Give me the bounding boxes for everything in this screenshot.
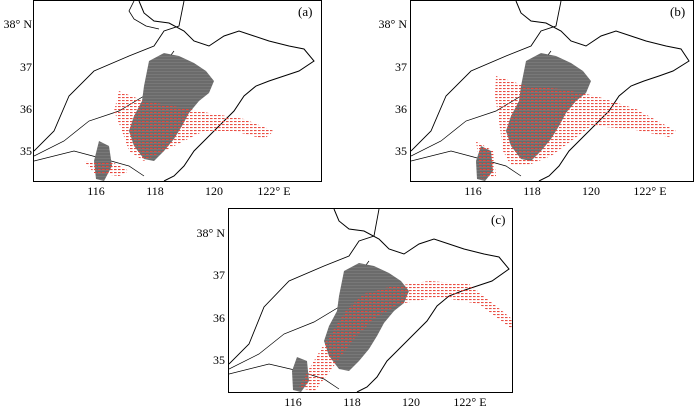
pollution-area (495, 76, 676, 166)
xtick-118: 118 (523, 184, 541, 198)
map-a (34, 1, 315, 181)
ytick-37: 37 (213, 268, 225, 282)
panel-a: (a) 38° N 37 36 35 116 118 120 122° E (0, 0, 330, 198)
ytick-36: 36 (20, 102, 32, 116)
ytick-36: 36 (213, 311, 225, 325)
coastline-north (128, 1, 160, 30)
panel-label-a: (a) (298, 4, 313, 19)
xtick-120: 120 (205, 184, 223, 198)
panel-c: (c) 38° N 37 36 35 116 118 120 122° E (185, 208, 520, 409)
map-b (411, 1, 690, 181)
boundary-line (411, 1, 562, 152)
xtick-118: 118 (146, 184, 164, 198)
xtick-116: 116 (284, 395, 302, 409)
coastline (333, 209, 510, 392)
panel-b: (b) 38° N 37 36 35 116 118 120 122° E (365, 0, 700, 198)
xtick-118: 118 (343, 395, 361, 409)
boundary-line (34, 1, 185, 152)
xtick-122: 122° E (453, 395, 487, 409)
map-c (229, 209, 512, 392)
ytick-36: 36 (395, 102, 407, 116)
coastline (515, 1, 690, 181)
ytick-38: 38° N (196, 226, 225, 240)
map-frame-a (33, 0, 322, 182)
xtick-120: 120 (402, 395, 420, 409)
pollution-south (476, 141, 496, 179)
panel-label-c: (c) (491, 212, 506, 227)
pollution-band (299, 281, 512, 392)
inner-line (411, 150, 522, 177)
ytick-38: 38° N (3, 17, 32, 31)
ytick-38: 38° N (378, 17, 407, 31)
xtick-120: 120 (582, 184, 600, 198)
mountain-south (94, 141, 112, 181)
map-frame-b (410, 0, 694, 182)
map-frame-c (228, 208, 513, 393)
pollution-area (114, 91, 274, 161)
xtick-122: 122° E (257, 184, 291, 198)
coastline (138, 1, 315, 181)
ytick-35: 35 (395, 144, 407, 158)
xtick-122: 122° E (633, 184, 667, 198)
ytick-37: 37 (20, 60, 32, 74)
pollution-south (84, 161, 129, 176)
ytick-35: 35 (20, 144, 32, 158)
xtick-116: 116 (464, 184, 482, 198)
ytick-37: 37 (395, 60, 407, 74)
boundary-line (229, 209, 380, 365)
panel-label-b: (b) (670, 4, 686, 19)
xtick-116: 116 (87, 184, 105, 198)
ytick-35: 35 (213, 353, 225, 367)
